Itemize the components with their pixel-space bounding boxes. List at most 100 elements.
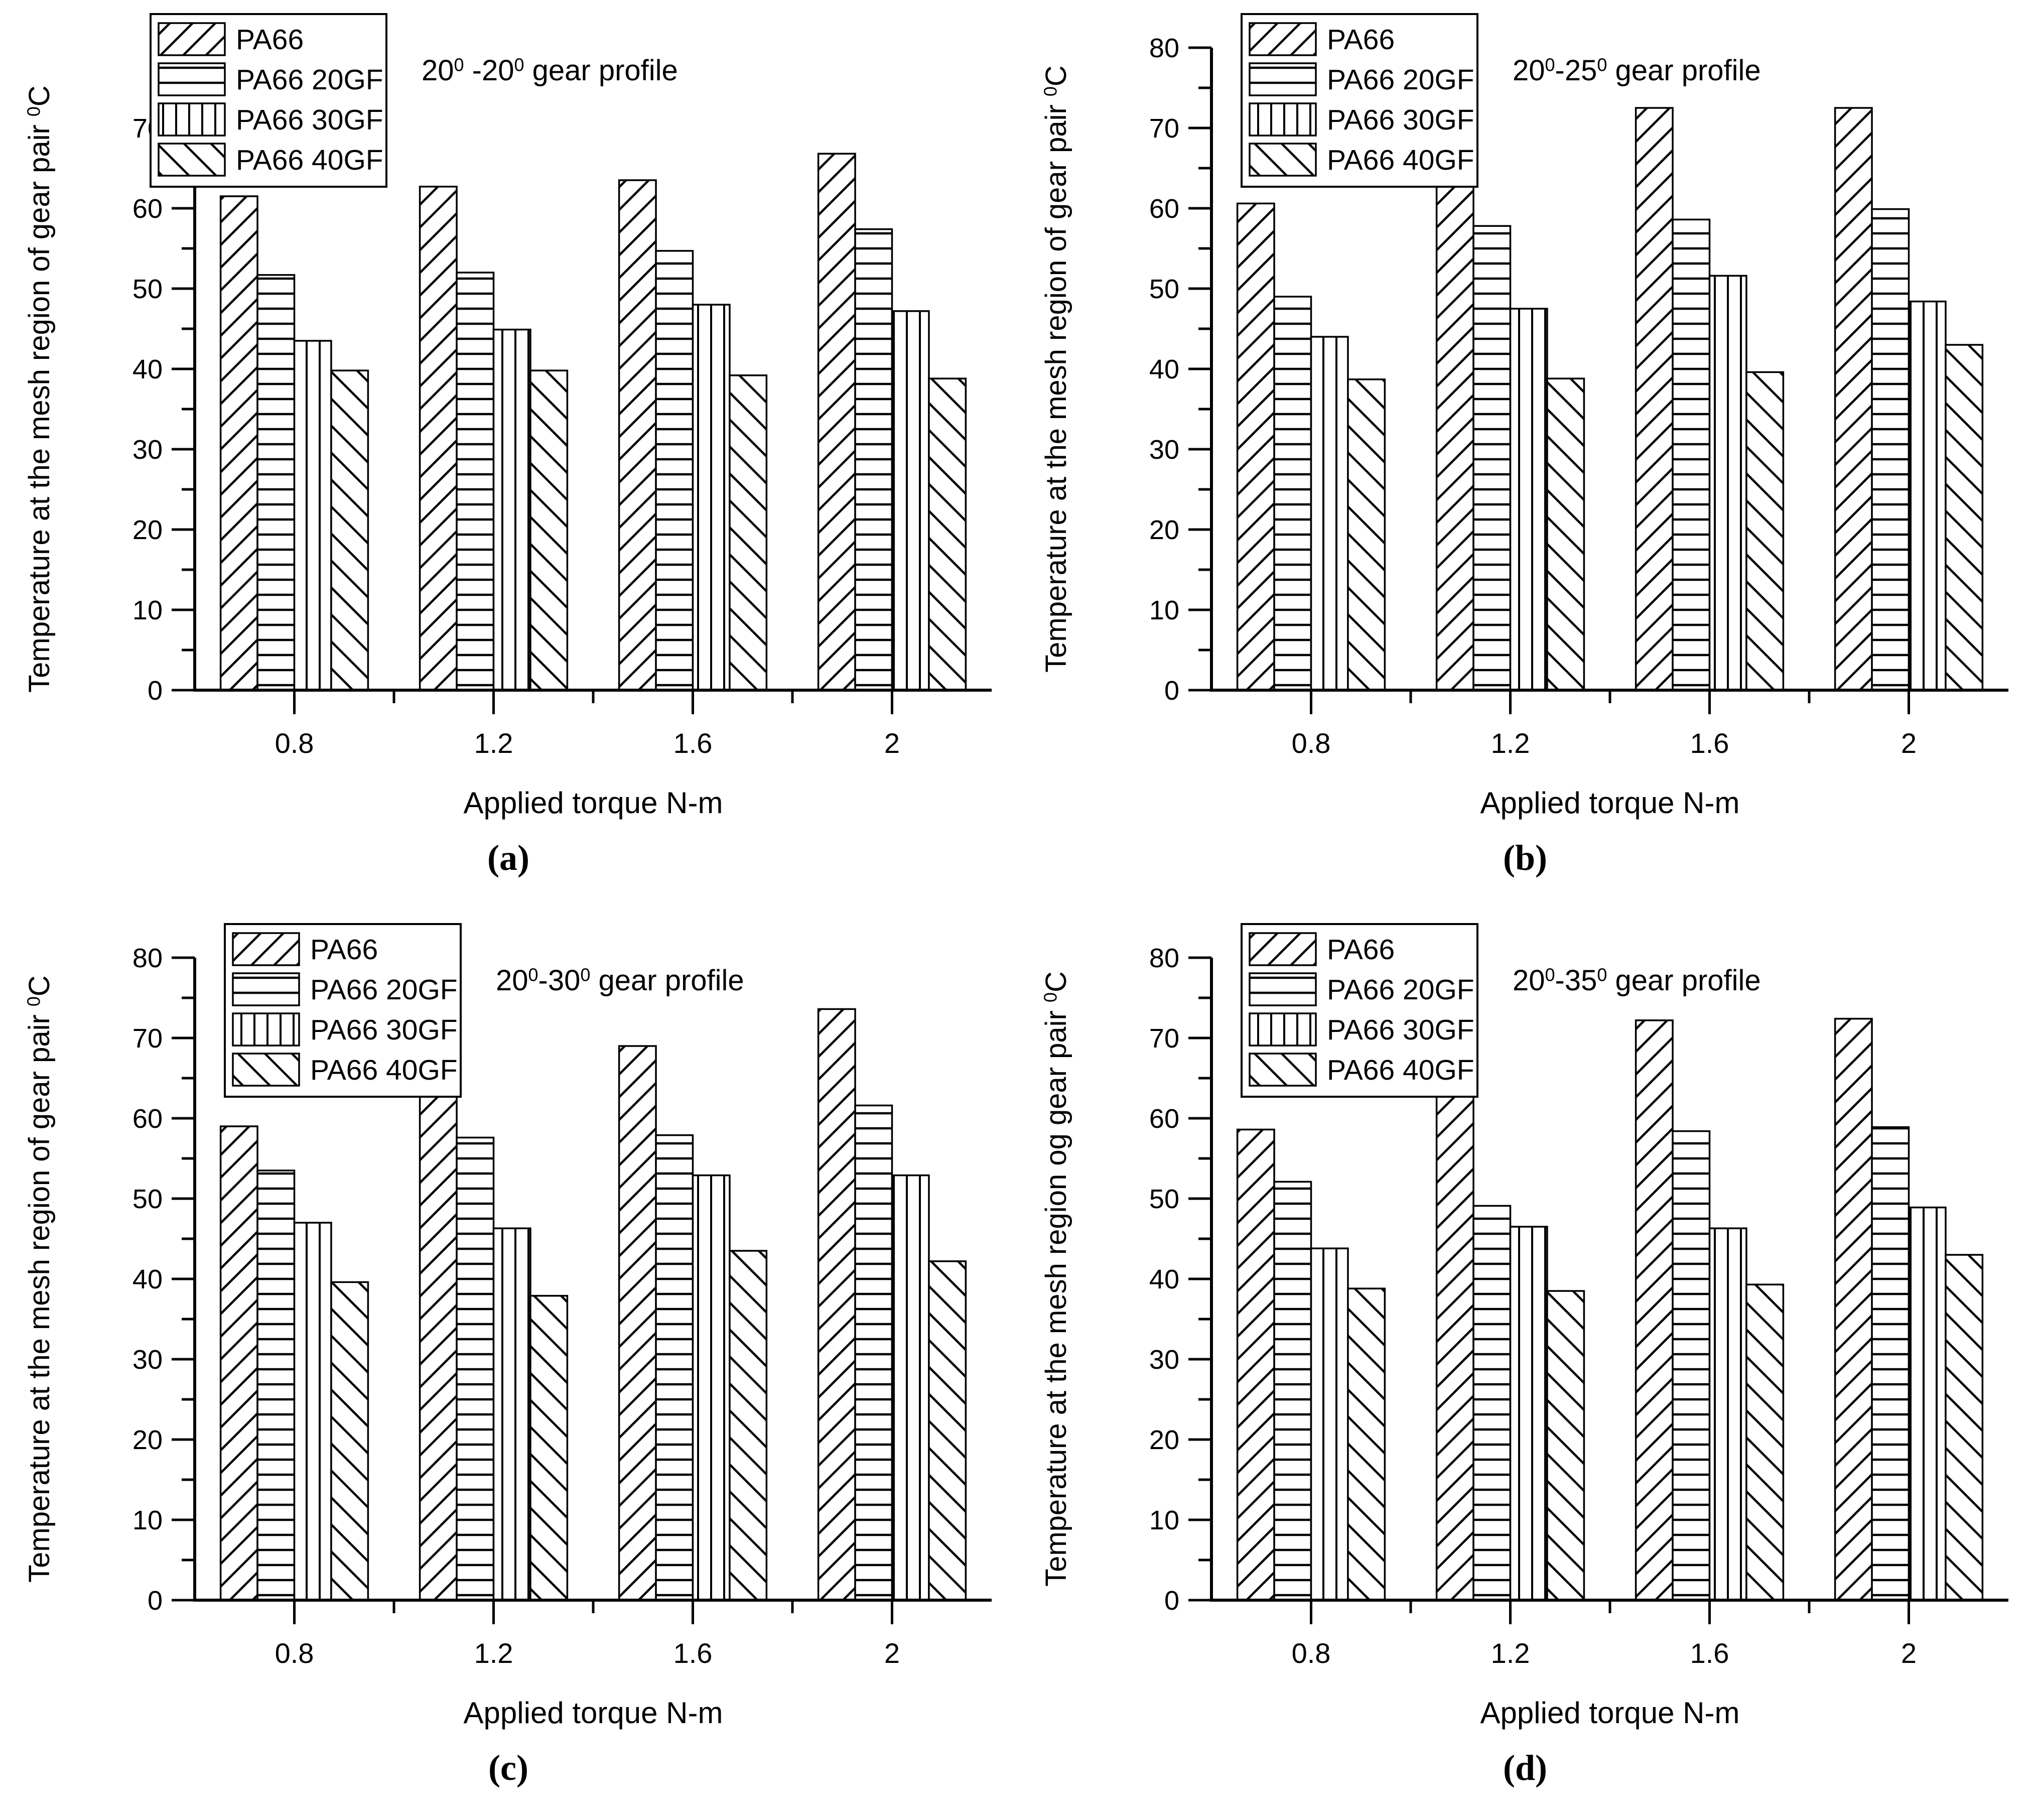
x-axis-label: Applied torque N-m [464,786,723,820]
bar-pa66-1.2 [419,186,458,691]
legend: PA66 PA66 20GF PA66 30GF PA66 40GF [150,13,387,188]
y-tick-label: 40 [132,1264,163,1294]
bar-pa66-20gf-1.6 [655,1134,694,1601]
y-axis-label: Temperature at the mesh region og gear p… [1040,971,1072,1587]
legend: PA66 PA66 20GF PA66 30GF PA66 40GF [1241,923,1478,1098]
y-tick-label: 30 [132,1345,163,1375]
bar-pa66-40gf-1.2 [529,1294,569,1601]
x-axis-label: Applied torque N-m [464,1696,723,1730]
y-tick-label: 20 [1149,515,1179,545]
bar-pa66-40gf-1.6 [729,374,768,691]
bar-pa66-30gf-1.2 [492,328,531,691]
y-tick-label: 50 [1149,274,1179,304]
diagonal-down-hatch-icon [232,1053,300,1087]
x-tick-label: 2 [1901,1637,1917,1669]
y-axis-label: Temperature at the mesh region of gear p… [23,85,56,693]
x-tick-label: 1.2 [1491,727,1530,759]
horizontal-hatch-icon [232,972,300,1006]
diagonal-up-hatch-icon [1249,932,1317,966]
bar-pa66-30gf-1.6 [1708,1227,1747,1601]
chart-panel-d: 0 10 20 30 40 50 60 70 80 0.8 1.2 1.6 2 Applied torqu… [1017,910,2033,1820]
legend-label: PA66 [310,934,378,966]
bar-chart-b: 0 10 20 30 40 50 60 70 80 0.8 1.2 1.6 2 Applied torqu… [1040,13,2008,820]
x-tick-label: 1.2 [1491,1637,1530,1669]
bar-pa66-40gf-1.2 [1546,377,1585,691]
bar-pa66-40gf-2 [1945,1254,1984,1601]
panel-letter: (b) [1503,838,1547,878]
bar-pa66-30gf-1.2 [1509,308,1548,691]
x-tick-label: 1.6 [673,1637,713,1669]
y-tick-label: 70 [1149,1023,1179,1054]
x-tick-label: 1.6 [1690,727,1729,759]
y-tick-label: 60 [1149,1104,1179,1134]
bar-pa66-40gf-1.6 [729,1250,768,1601]
y-tick-label: 50 [132,274,163,304]
x-tick-label: 0.8 [275,727,314,759]
legend-label: PA66 40GF [1327,1054,1474,1086]
legend-label: PA66 [1327,24,1395,56]
bar-pa66-40gf-0.8 [1347,1287,1386,1601]
x-tick-label: 2 [884,1637,900,1669]
x-tick-label: 0.8 [1292,1637,1331,1669]
horizontal-hatch-icon [1249,972,1317,1006]
diagonal-down-hatch-icon [158,143,226,177]
chart-title: 200-250 gear profile [1513,54,1761,87]
bar-pa66-40gf-1.2 [529,369,569,691]
legend-label: PA66 30GF [236,104,383,136]
y-tick-label: 0 [148,1586,163,1616]
bar-pa66-30gf-0.8 [293,1222,332,1601]
legend-label: PA66 [236,24,304,56]
chart-panel-b: 0 10 20 30 40 50 60 70 80 0.8 1.2 1.6 2 Applied torqu… [1017,0,2033,910]
bar-pa66-2 [1834,1017,1873,1601]
y-tick-label: 10 [1149,1505,1179,1535]
bar-pa66-0.8 [219,195,258,691]
bar-pa66-40gf-1.6 [1745,1283,1785,1601]
diagonal-down-hatch-icon [1249,1053,1317,1087]
y-tick-label: 30 [132,435,163,465]
bar-pa66-0.8 [219,1125,258,1601]
vertical-hatch-icon [1249,1012,1317,1047]
x-tick-label: 2 [884,727,900,759]
legend-label: PA66 30GF [310,1014,458,1046]
panel-letter: (c) [488,1748,528,1788]
bar-pa66-20gf-1.2 [1472,225,1512,691]
bar-pa66-20gf-2 [854,1104,893,1601]
bar-pa66-1.2 [419,1068,458,1601]
bar-pa66-30gf-0.8 [1310,1247,1349,1601]
y-tick-label: 0 [1164,676,1179,706]
bar-pa66-1.6 [618,1045,657,1601]
bar-pa66-40gf-2 [1945,344,1984,691]
y-tick-label: 60 [132,194,163,224]
legend: PA66 PA66 20GF PA66 30GF PA66 40GF [224,923,462,1098]
bar-pa66-0.8 [1236,1128,1275,1601]
legend-label: PA66 40GF [1327,144,1474,176]
bar-pa66-2 [817,1008,856,1601]
bar-pa66-20gf-1.6 [655,250,694,691]
bar-pa66-30gf-2 [891,1174,930,1601]
bar-pa66-30gf-1.6 [692,304,731,691]
bar-pa66-40gf-1.2 [1546,1290,1585,1601]
bar-pa66-30gf-2 [891,310,930,691]
bar-pa66-40gf-0.8 [1347,378,1386,691]
chart-title: 200 -200 gear profile [422,54,678,87]
bar-pa66-20gf-0.8 [256,274,296,691]
x-tick-label: 1.2 [474,727,513,759]
y-tick-label: 30 [1149,435,1179,465]
y-tick-label: 60 [1149,194,1179,224]
diagonal-up-hatch-icon [158,22,226,56]
chart-title: 200-300 gear profile [496,964,744,997]
bar-pa66-20gf-0.8 [1273,1181,1312,1601]
vertical-hatch-icon [158,102,226,137]
y-tick-label: 60 [132,1104,163,1134]
horizontal-hatch-icon [158,62,226,96]
vertical-hatch-icon [232,1012,300,1047]
y-tick-label: 50 [1149,1184,1179,1214]
diagonal-up-hatch-icon [1249,22,1317,56]
bar-pa66-40gf-0.8 [330,369,369,691]
legend-label: PA66 40GF [310,1054,458,1086]
y-axis-label: Temperature at the mesh region of gear p… [1040,65,1072,673]
panel-letter: (a) [487,838,529,878]
y-axis-label: Temperature at the mesh region of gear p… [23,975,56,1583]
bar-pa66-2 [817,153,856,691]
